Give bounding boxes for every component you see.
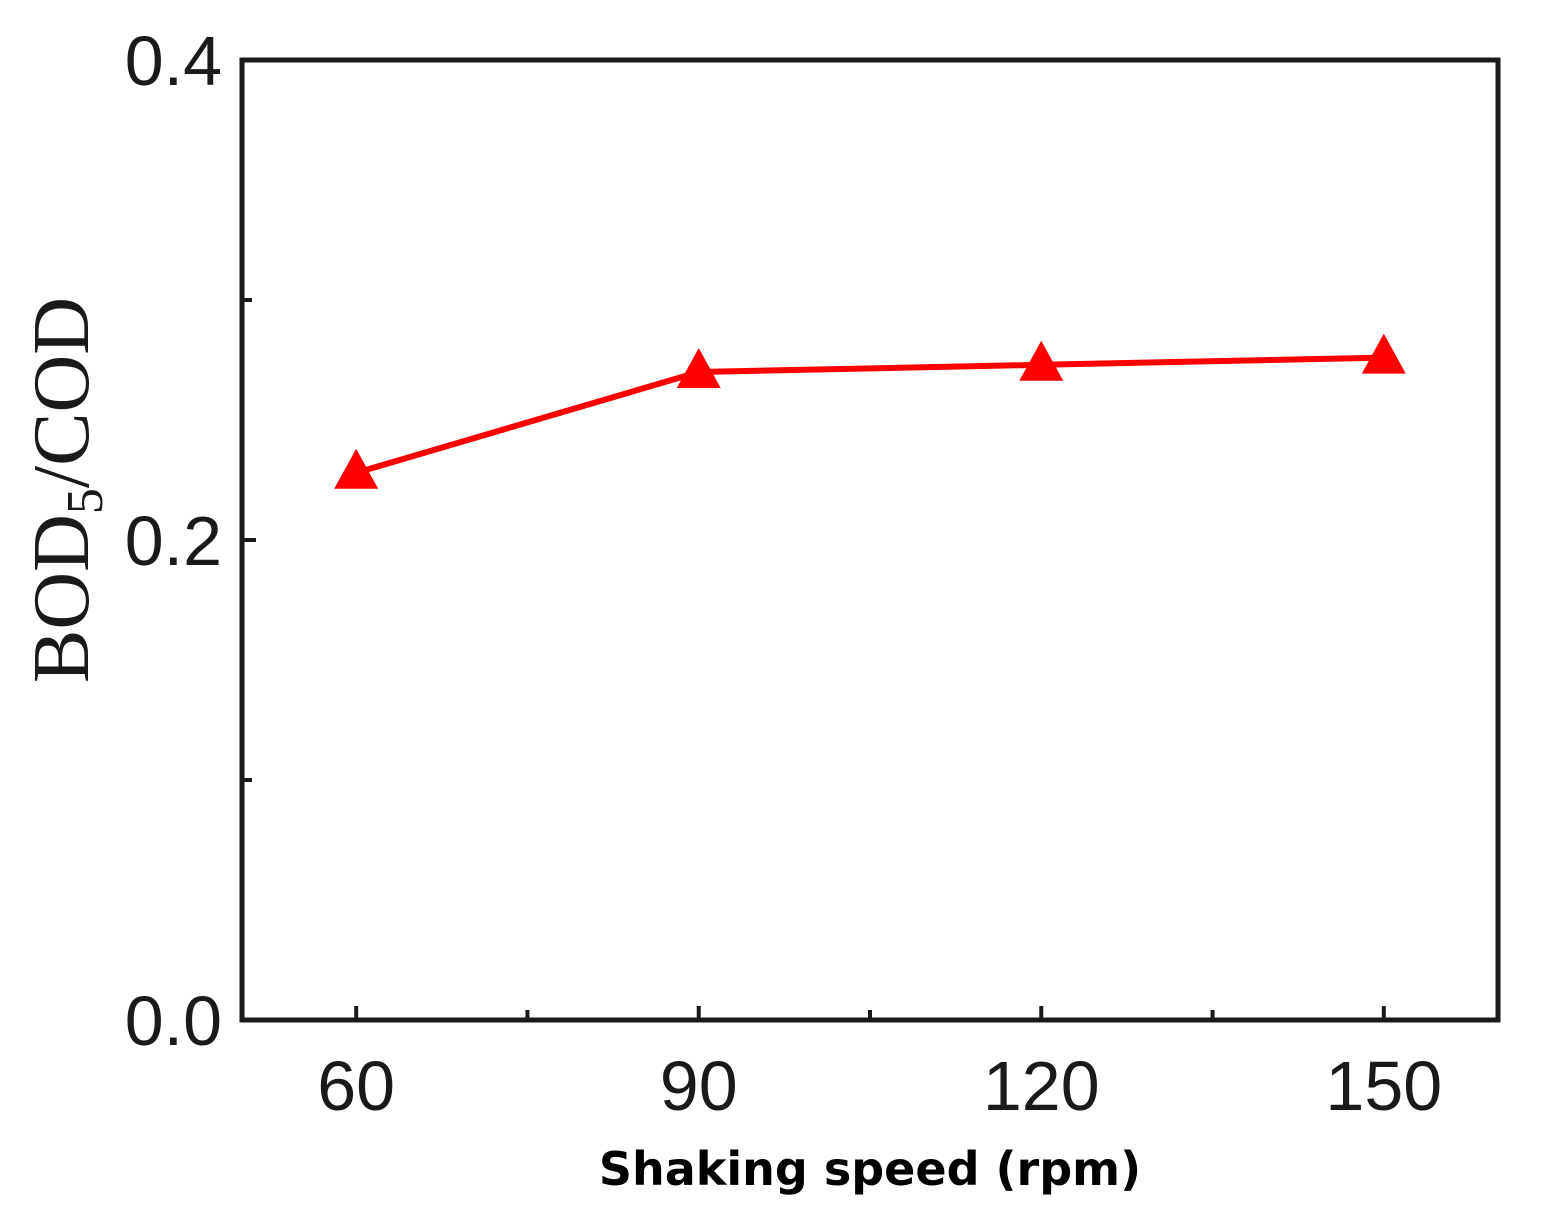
data-point-triangle bbox=[1019, 340, 1064, 381]
y-tick-label: 0.2 bbox=[125, 502, 222, 580]
x-tick-label: 60 bbox=[317, 1047, 395, 1125]
x-tick-label: 120 bbox=[983, 1047, 1100, 1125]
y-tick-label: 0.0 bbox=[125, 982, 222, 1060]
data-point-triangle bbox=[1361, 333, 1406, 374]
y-tick-label: 0.4 bbox=[125, 22, 222, 100]
x-tick-label: 90 bbox=[660, 1047, 738, 1125]
y-axis-label-subscript: 5 bbox=[57, 488, 114, 514]
series bbox=[334, 333, 1406, 489]
series-line bbox=[355, 354, 1384, 476]
x-axis-label: Shaking speed (rpm) bbox=[599, 1142, 1141, 1196]
data-point-triangle bbox=[676, 348, 721, 388]
data-point-triangle bbox=[334, 448, 379, 489]
axes: 0.0 0.2 0.4 60 90 120 150 bbox=[125, 22, 1501, 1125]
y-axis-label-prefix: BOD bbox=[18, 514, 106, 683]
y-axis-label-suffix: /COD bbox=[18, 297, 106, 488]
y-axis-label: BOD5/COD bbox=[18, 297, 114, 683]
plot-frame bbox=[239, 57, 1501, 1023]
x-tick-label: 150 bbox=[1325, 1047, 1442, 1125]
